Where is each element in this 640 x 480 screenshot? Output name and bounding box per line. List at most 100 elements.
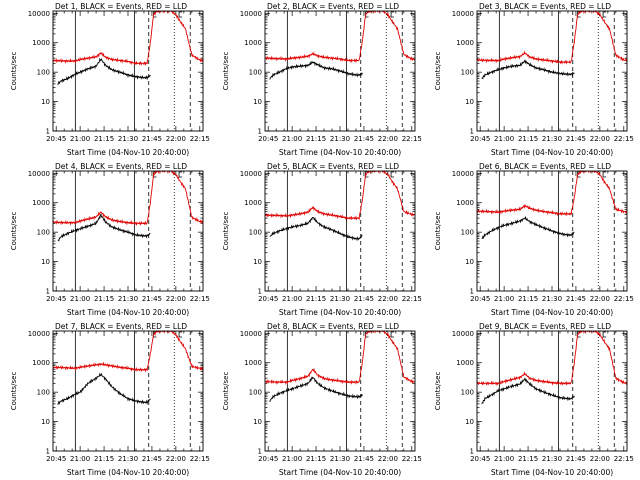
y-tick-label: 1000	[244, 359, 262, 367]
x-tick-label: 22:15	[614, 455, 634, 463]
lld-series-line	[53, 171, 203, 227]
x-axis-label: Start Time (04-Nov-10 20:40:00)	[279, 468, 401, 477]
y-tick-label: 1	[470, 448, 474, 456]
detector-panel-3: Det 3, BLACK = Events, RED = LLD Counts/s…	[434, 2, 634, 157]
x-tick-label: 21:45	[142, 455, 162, 463]
events-series-line	[269, 216, 363, 242]
x-axis-label: Start Time (04-Nov-10 20:40:00)	[279, 308, 401, 317]
lld-series-line	[265, 331, 415, 385]
plot-frame	[52, 330, 204, 452]
y-tick-label: 100	[249, 69, 262, 77]
x-tick-label: 20:45	[470, 135, 490, 143]
y-tick-label: 10000	[240, 170, 262, 178]
y-tick-label: 1000	[456, 359, 474, 367]
y-tick-label: 10	[253, 258, 262, 266]
x-tick-label: 22:00	[378, 135, 398, 143]
y-tick-label: 10	[465, 258, 474, 266]
x-tick-label: 22:15	[402, 455, 422, 463]
lld-series-line	[477, 171, 627, 217]
x-tick-label: 21:15	[94, 295, 114, 303]
interval-close-bracket	[178, 11, 183, 18]
interval-close-bracket	[602, 171, 607, 178]
x-axis-label: Start Time (04-Nov-10 20:40:00)	[67, 308, 189, 317]
interval-close-bracket	[390, 11, 395, 18]
panel-title: Det 4, BLACK = Events, RED = LLD	[55, 162, 187, 171]
y-axis-label: Counts/sec	[10, 212, 18, 251]
y-tick-label: 1000	[456, 199, 474, 207]
y-tick-label: 100	[37, 69, 50, 77]
detector-panel-1: Det 1, BLACK = Events, RED = LLD Counts/s…	[10, 2, 210, 157]
x-tick-label: 21:30	[330, 295, 350, 303]
plot-frame	[476, 330, 628, 452]
x-tick-label: 22:00	[590, 455, 610, 463]
y-tick-label: 100	[249, 229, 262, 237]
detector-panel-7: Det 7, BLACK = Events, RED = LLD Counts/s…	[10, 322, 210, 477]
x-tick-label: 20:45	[258, 295, 278, 303]
plot-frame	[264, 330, 416, 452]
y-tick-label: 10000	[28, 330, 50, 338]
x-tick-label: 21:00	[282, 295, 302, 303]
y-tick-label: 100	[461, 69, 474, 77]
events-series-line	[481, 215, 575, 240]
x-tick-label: 22:15	[402, 135, 422, 143]
panel-title: Det 7, BLACK = Events, RED = LLD	[55, 322, 187, 331]
plot-frame	[264, 170, 416, 292]
interval-close-bracket	[178, 171, 183, 178]
x-axis-label: Start Time (04-Nov-10 20:40:00)	[67, 468, 189, 477]
lld-series-line	[53, 331, 203, 373]
events-series-line	[57, 213, 151, 242]
x-tick-label: 21:15	[306, 295, 326, 303]
y-tick-label: 10	[41, 98, 50, 106]
panel-title: Det 1, BLACK = Events, RED = LLD	[55, 2, 187, 11]
detector-panel-2: Det 2, BLACK = Events, RED = LLD Counts/s…	[222, 2, 422, 157]
y-tick-label: 1000	[32, 199, 50, 207]
y-tick-label: 100	[37, 229, 50, 237]
x-tick-label: 21:00	[494, 455, 514, 463]
events-series-line	[57, 372, 151, 406]
x-axis-label: Start Time (04-Nov-10 20:40:00)	[279, 148, 401, 157]
x-tick-label: 21:30	[542, 135, 562, 143]
x-tick-label: 21:00	[494, 135, 514, 143]
x-tick-label: 20:45	[46, 455, 66, 463]
plot-frame	[476, 10, 628, 132]
y-tick-label: 10000	[452, 10, 474, 18]
x-tick-label: 21:45	[354, 295, 374, 303]
events-series-line	[269, 60, 363, 80]
x-tick-label: 21:45	[566, 135, 586, 143]
interval-close-bracket	[390, 171, 395, 178]
y-tick-label: 1000	[32, 359, 50, 367]
x-tick-label: 21:30	[542, 295, 562, 303]
panel-title: Det 8, BLACK = Events, RED = LLD	[267, 322, 399, 331]
y-tick-label: 100	[37, 389, 50, 397]
detector-panel-8: Det 8, BLACK = Events, RED = LLD Counts/s…	[222, 322, 422, 477]
detector-panel-9: Det 9, BLACK = Events, RED = LLD Counts/s…	[434, 322, 634, 477]
x-tick-label: 22:15	[614, 135, 634, 143]
panel-title: Det 3, BLACK = Events, RED = LLD	[479, 2, 611, 11]
panel-title: Det 9, BLACK = Events, RED = LLD	[479, 322, 611, 331]
x-tick-label: 22:00	[166, 135, 186, 143]
y-tick-label: 1000	[32, 39, 50, 47]
detector-panel-6: Det 6, BLACK = Events, RED = LLD Counts/s…	[434, 162, 634, 317]
x-tick-label: 21:45	[354, 135, 374, 143]
x-tick-label: 21:00	[282, 135, 302, 143]
y-tick-label: 1000	[244, 199, 262, 207]
y-tick-label: 1000	[244, 39, 262, 47]
panel-title: Det 2, BLACK = Events, RED = LLD	[267, 2, 399, 11]
x-tick-label: 21:15	[518, 295, 538, 303]
y-tick-label: 10000	[28, 170, 50, 178]
detector-panel-5: Det 5, BLACK = Events, RED = LLD Counts/s…	[222, 162, 422, 317]
x-tick-label: 21:15	[94, 135, 114, 143]
x-tick-label: 21:00	[70, 455, 90, 463]
y-axis-label: Counts/sec	[222, 372, 230, 411]
x-tick-label: 20:45	[46, 295, 66, 303]
y-axis-label: Counts/sec	[10, 372, 18, 411]
plot-frame	[52, 170, 204, 292]
x-tick-label: 22:00	[166, 455, 186, 463]
y-tick-label: 1000	[456, 39, 474, 47]
y-tick-label: 1	[258, 288, 262, 296]
x-tick-label: 21:30	[118, 455, 138, 463]
x-tick-label: 21:15	[518, 135, 538, 143]
events-series-line	[481, 59, 575, 80]
y-tick-label: 10	[253, 418, 262, 426]
interval-close-bracket	[602, 331, 607, 338]
